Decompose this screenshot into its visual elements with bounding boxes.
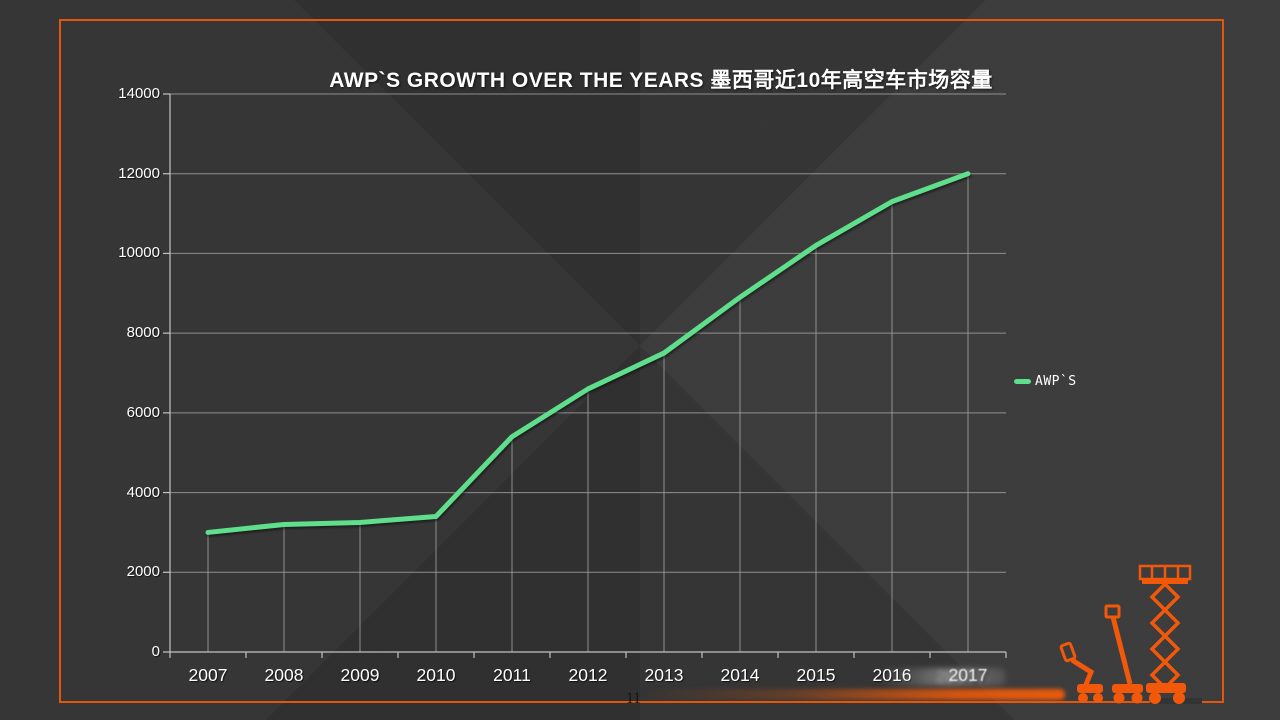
x-tick-label: 2007 <box>188 665 228 685</box>
y-tick-label: 6000 <box>126 403 160 421</box>
page-title: AWP`S GROWTH OVER THE YEARS 墨西哥近10年高空车市场… <box>329 69 993 93</box>
legend-line-swatch <box>1014 379 1031 384</box>
scissor-lift-icon <box>1138 564 1192 704</box>
x-tick-label: 2015 <box>796 665 836 685</box>
y-tick-label: 0 <box>151 643 160 660</box>
y-tick-label: 2000 <box>126 563 160 581</box>
chart-legend: AWP`S <box>1014 374 1077 389</box>
x-tick-label: 2014 <box>720 665 760 685</box>
orange-speed-streak <box>640 689 1065 700</box>
y-tick-label: 12000 <box>118 164 160 182</box>
articulated-boom-lift-icon <box>1059 641 1103 703</box>
x-tick-label: 2008 <box>264 665 304 685</box>
x-tick-label: 2011 <box>493 665 531 685</box>
x-tick-label: 2012 <box>568 665 608 685</box>
x-tick-label: 2009 <box>340 665 380 685</box>
x-tick-label: 2017 <box>949 665 988 686</box>
x-tick-label: 2016 <box>873 665 912 686</box>
page-number: 11 <box>626 690 641 707</box>
telescopic-boom-lift-icon <box>1104 604 1143 704</box>
x-tick-label: 2010 <box>416 665 456 685</box>
y-tick-label: 4000 <box>126 483 160 501</box>
x-tick-label: 2013 <box>644 665 684 685</box>
y-tick-label: 8000 <box>126 324 160 342</box>
aerial-work-platform-icons <box>1059 564 1192 704</box>
motion-blur-streak <box>878 668 1006 686</box>
y-tick-label: 10000 <box>118 244 160 262</box>
legend-series-label: AWP`S <box>1035 374 1077 389</box>
y-tick-label: 14000 <box>118 85 160 102</box>
